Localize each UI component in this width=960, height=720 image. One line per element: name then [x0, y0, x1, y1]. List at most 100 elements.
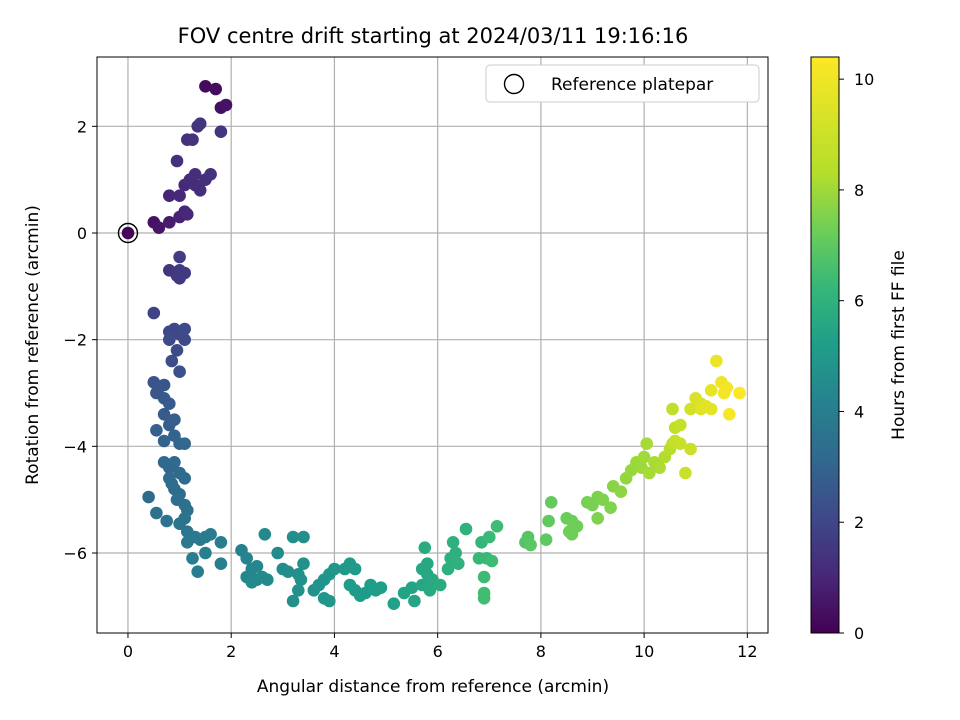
- colorbar-gradient: [810, 56, 840, 634]
- data-point: [542, 514, 555, 528]
- data-point: [459, 522, 473, 536]
- y-tick-label: −2: [63, 331, 87, 350]
- data-point: [219, 98, 233, 112]
- data-point: [163, 397, 176, 411]
- data-point: [710, 354, 723, 368]
- chart-title: FOV centre drift starting at 2024/03/11 …: [178, 24, 689, 48]
- data-point: [191, 565, 204, 578]
- colorbar-tick-label: 10: [854, 70, 874, 89]
- data-point: [733, 386, 746, 400]
- data-point: [405, 581, 419, 594]
- data-point: [173, 189, 186, 202]
- data-point: [186, 552, 199, 565]
- legend-reference-marker: [503, 73, 525, 95]
- x-tick-label: 12: [737, 642, 757, 661]
- data-point: [214, 557, 228, 570]
- data-point: [193, 117, 207, 130]
- data-point: [160, 514, 173, 528]
- colorbar: 0 2 4 6 8 10 Hours from first FF file: [810, 56, 909, 643]
- data-point: [348, 562, 362, 576]
- data-point: [214, 125, 228, 138]
- data-point: [245, 576, 259, 589]
- data-point: [168, 456, 181, 469]
- data-point: [684, 402, 697, 416]
- x-axis-ticks: 0 2 4 6 8 10 12: [123, 633, 758, 661]
- data-point: [653, 461, 666, 475]
- data-point: [286, 594, 300, 608]
- data-point: [240, 552, 253, 565]
- data-point: [452, 557, 465, 570]
- data-point: [490, 520, 504, 533]
- x-tick-label: 0: [123, 642, 133, 661]
- colorbar-tick-label: 6: [854, 292, 864, 311]
- x-tick-label: 10: [634, 642, 654, 661]
- data-point: [485, 554, 499, 568]
- y-axis-ticks: −6 −4 −2 0 2: [63, 117, 97, 563]
- data-point: [524, 538, 537, 552]
- data-point: [204, 528, 217, 541]
- x-tick-label: 8: [536, 642, 546, 661]
- data-point: [423, 584, 437, 597]
- data-point: [679, 466, 692, 480]
- data-point: [271, 546, 285, 560]
- data-point: [163, 216, 176, 229]
- data-point: [150, 424, 163, 437]
- data-point: [477, 570, 491, 584]
- data-point: [637, 450, 651, 464]
- data-point: [214, 536, 228, 549]
- data-point: [250, 560, 264, 573]
- data-point: [173, 517, 186, 530]
- legend: Reference platepar: [485, 64, 760, 103]
- data-point: [209, 82, 222, 96]
- data-point: [704, 384, 718, 397]
- y-tick-label: −4: [63, 437, 87, 456]
- x-tick-label: 4: [329, 642, 339, 661]
- data-point: [704, 402, 718, 416]
- data-point: [323, 594, 336, 608]
- data-point: [614, 485, 628, 499]
- data-point: [261, 573, 274, 586]
- data-point: [674, 437, 687, 451]
- data-point: [292, 584, 305, 597]
- data-point: [483, 530, 496, 544]
- data-point: [152, 221, 166, 234]
- colorbar-ticks: 0 2 4 6 8 10: [839, 70, 874, 643]
- data-point: [297, 557, 310, 570]
- y-tick-label: 0: [77, 224, 87, 243]
- data-point: [387, 597, 401, 610]
- data-point: [258, 528, 272, 541]
- x-axis-label: Angular distance from reference (arcmin): [257, 677, 609, 697]
- colorbar-label: Hours from first FF file: [889, 250, 909, 440]
- data-point: [286, 530, 300, 544]
- data-point: [418, 541, 432, 554]
- data-point: [449, 546, 463, 560]
- y-tick-label: −6: [63, 544, 87, 563]
- data-point: [328, 562, 341, 576]
- data-point: [157, 434, 171, 448]
- data-point: [433, 578, 447, 592]
- data-point: [181, 208, 194, 221]
- grid-lines: [97, 57, 768, 633]
- data-point: [173, 365, 186, 379]
- plot-frame: [96, 56, 769, 634]
- data-point: [170, 344, 184, 357]
- data-point: [421, 557, 434, 570]
- colorbar-tick-label: 4: [854, 402, 864, 421]
- data-point: [374, 581, 388, 594]
- data-point: [723, 408, 736, 421]
- colorbar-tick-label: 8: [854, 181, 864, 200]
- data-point: [165, 354, 179, 368]
- scatter-points: [121, 80, 746, 610]
- reference-marker: [117, 222, 139, 244]
- data-point: [446, 536, 460, 549]
- y-axis-label: Rotation from reference (arcmin): [23, 205, 43, 485]
- data-point: [157, 408, 171, 421]
- data-point: [408, 594, 421, 608]
- legend-box: [485, 64, 760, 103]
- data-point: [720, 381, 733, 395]
- data-point: [544, 496, 558, 509]
- colorbar-tick-label: 2: [854, 513, 864, 532]
- data-point: [666, 402, 679, 416]
- data-point: [142, 490, 155, 504]
